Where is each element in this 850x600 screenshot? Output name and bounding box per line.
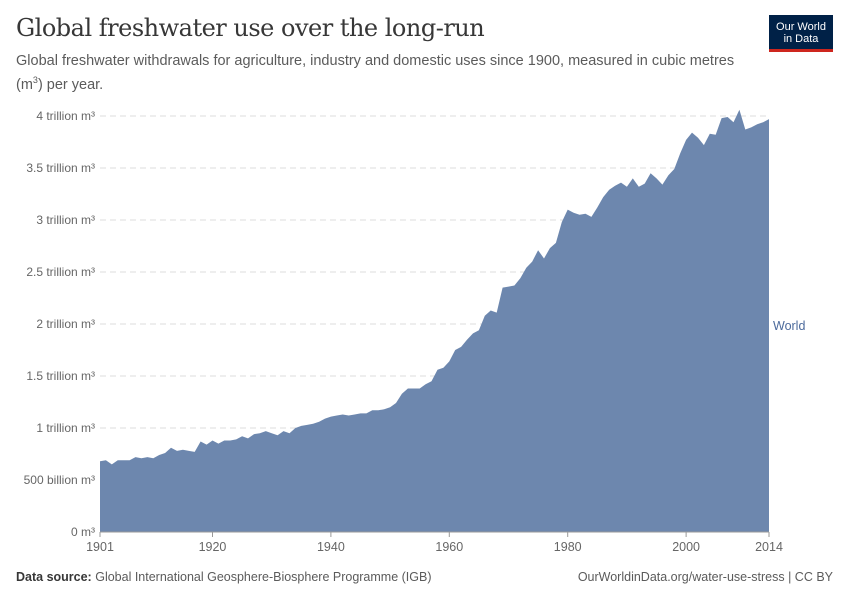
x-tick-label: 1940	[317, 540, 345, 554]
x-tick-label: 2000	[672, 540, 700, 554]
x-tick-label: 1960	[435, 540, 463, 554]
y-tick-label: 1.5 trillion m³	[26, 369, 95, 383]
y-tick-label: 2 trillion m³	[36, 317, 95, 331]
y-tick-label: 0 m³	[71, 525, 95, 539]
series-label-world: World	[773, 319, 805, 333]
y-tick-label: 4 trillion m³	[36, 109, 95, 123]
subtitle-text-end: ) per year.	[37, 76, 104, 93]
x-tick-label: 1920	[199, 540, 227, 554]
footer-link[interactable]: OurWorldinData.org/water-use-stress | CC…	[577, 570, 833, 584]
y-tick-label: 3.5 trillion m³	[26, 161, 95, 175]
y-tick-label: 1 trillion m³	[36, 421, 95, 435]
data-source: Data source: Global International Geosph…	[16, 570, 432, 584]
x-tick-label: 2014	[755, 540, 783, 554]
y-tick-label: 500 billion m³	[24, 473, 95, 487]
logo-line-2: in Data	[783, 33, 819, 45]
y-tick-label: 2.5 trillion m³	[26, 265, 95, 279]
chart-title: Global freshwater use over the long-run	[16, 14, 485, 42]
x-tick-label: 1901	[86, 540, 114, 554]
source-text: Global International Geosphere-Biosphere…	[95, 570, 432, 584]
owid-logo[interactable]: Our World in Data	[769, 15, 833, 52]
area-world[interactable]	[100, 109, 769, 533]
x-tick-label: 1980	[554, 540, 582, 554]
source-label: Data source:	[16, 570, 92, 584]
y-tick-label: 3 trillion m³	[36, 213, 95, 227]
subtitle-text: Global freshwater withdrawals for agricu…	[16, 53, 735, 93]
chart-subtitle: Global freshwater withdrawals for agricu…	[16, 52, 746, 95]
subtitle-superscript: 3	[32, 75, 38, 85]
logo-line-1: Our World	[776, 21, 826, 33]
